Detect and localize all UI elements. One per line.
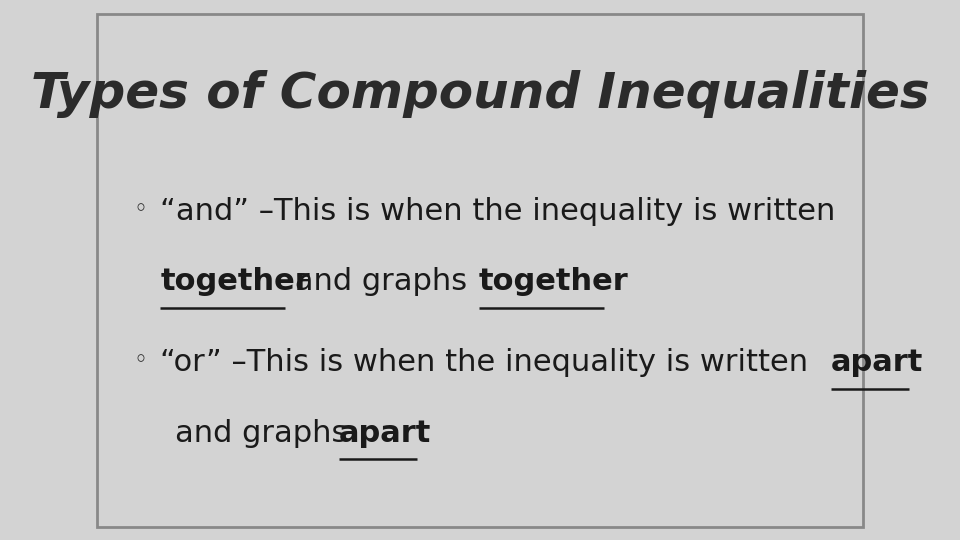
Text: together: together bbox=[160, 267, 310, 296]
Text: apart: apart bbox=[339, 418, 431, 448]
Text: Types of Compound Inequalities: Types of Compound Inequalities bbox=[31, 70, 929, 118]
Text: and graphs: and graphs bbox=[175, 418, 357, 448]
Text: together: together bbox=[479, 267, 629, 296]
Text: ◦: ◦ bbox=[133, 348, 148, 372]
Text: “or” –This is when the inequality is written: “or” –This is when the inequality is wri… bbox=[160, 348, 818, 377]
Text: “and” –This is when the inequality is written: “and” –This is when the inequality is wr… bbox=[160, 197, 835, 226]
Text: apart: apart bbox=[830, 348, 924, 377]
FancyBboxPatch shape bbox=[98, 14, 862, 526]
Text: and graphs: and graphs bbox=[285, 267, 477, 296]
Text: ◦: ◦ bbox=[133, 197, 148, 221]
